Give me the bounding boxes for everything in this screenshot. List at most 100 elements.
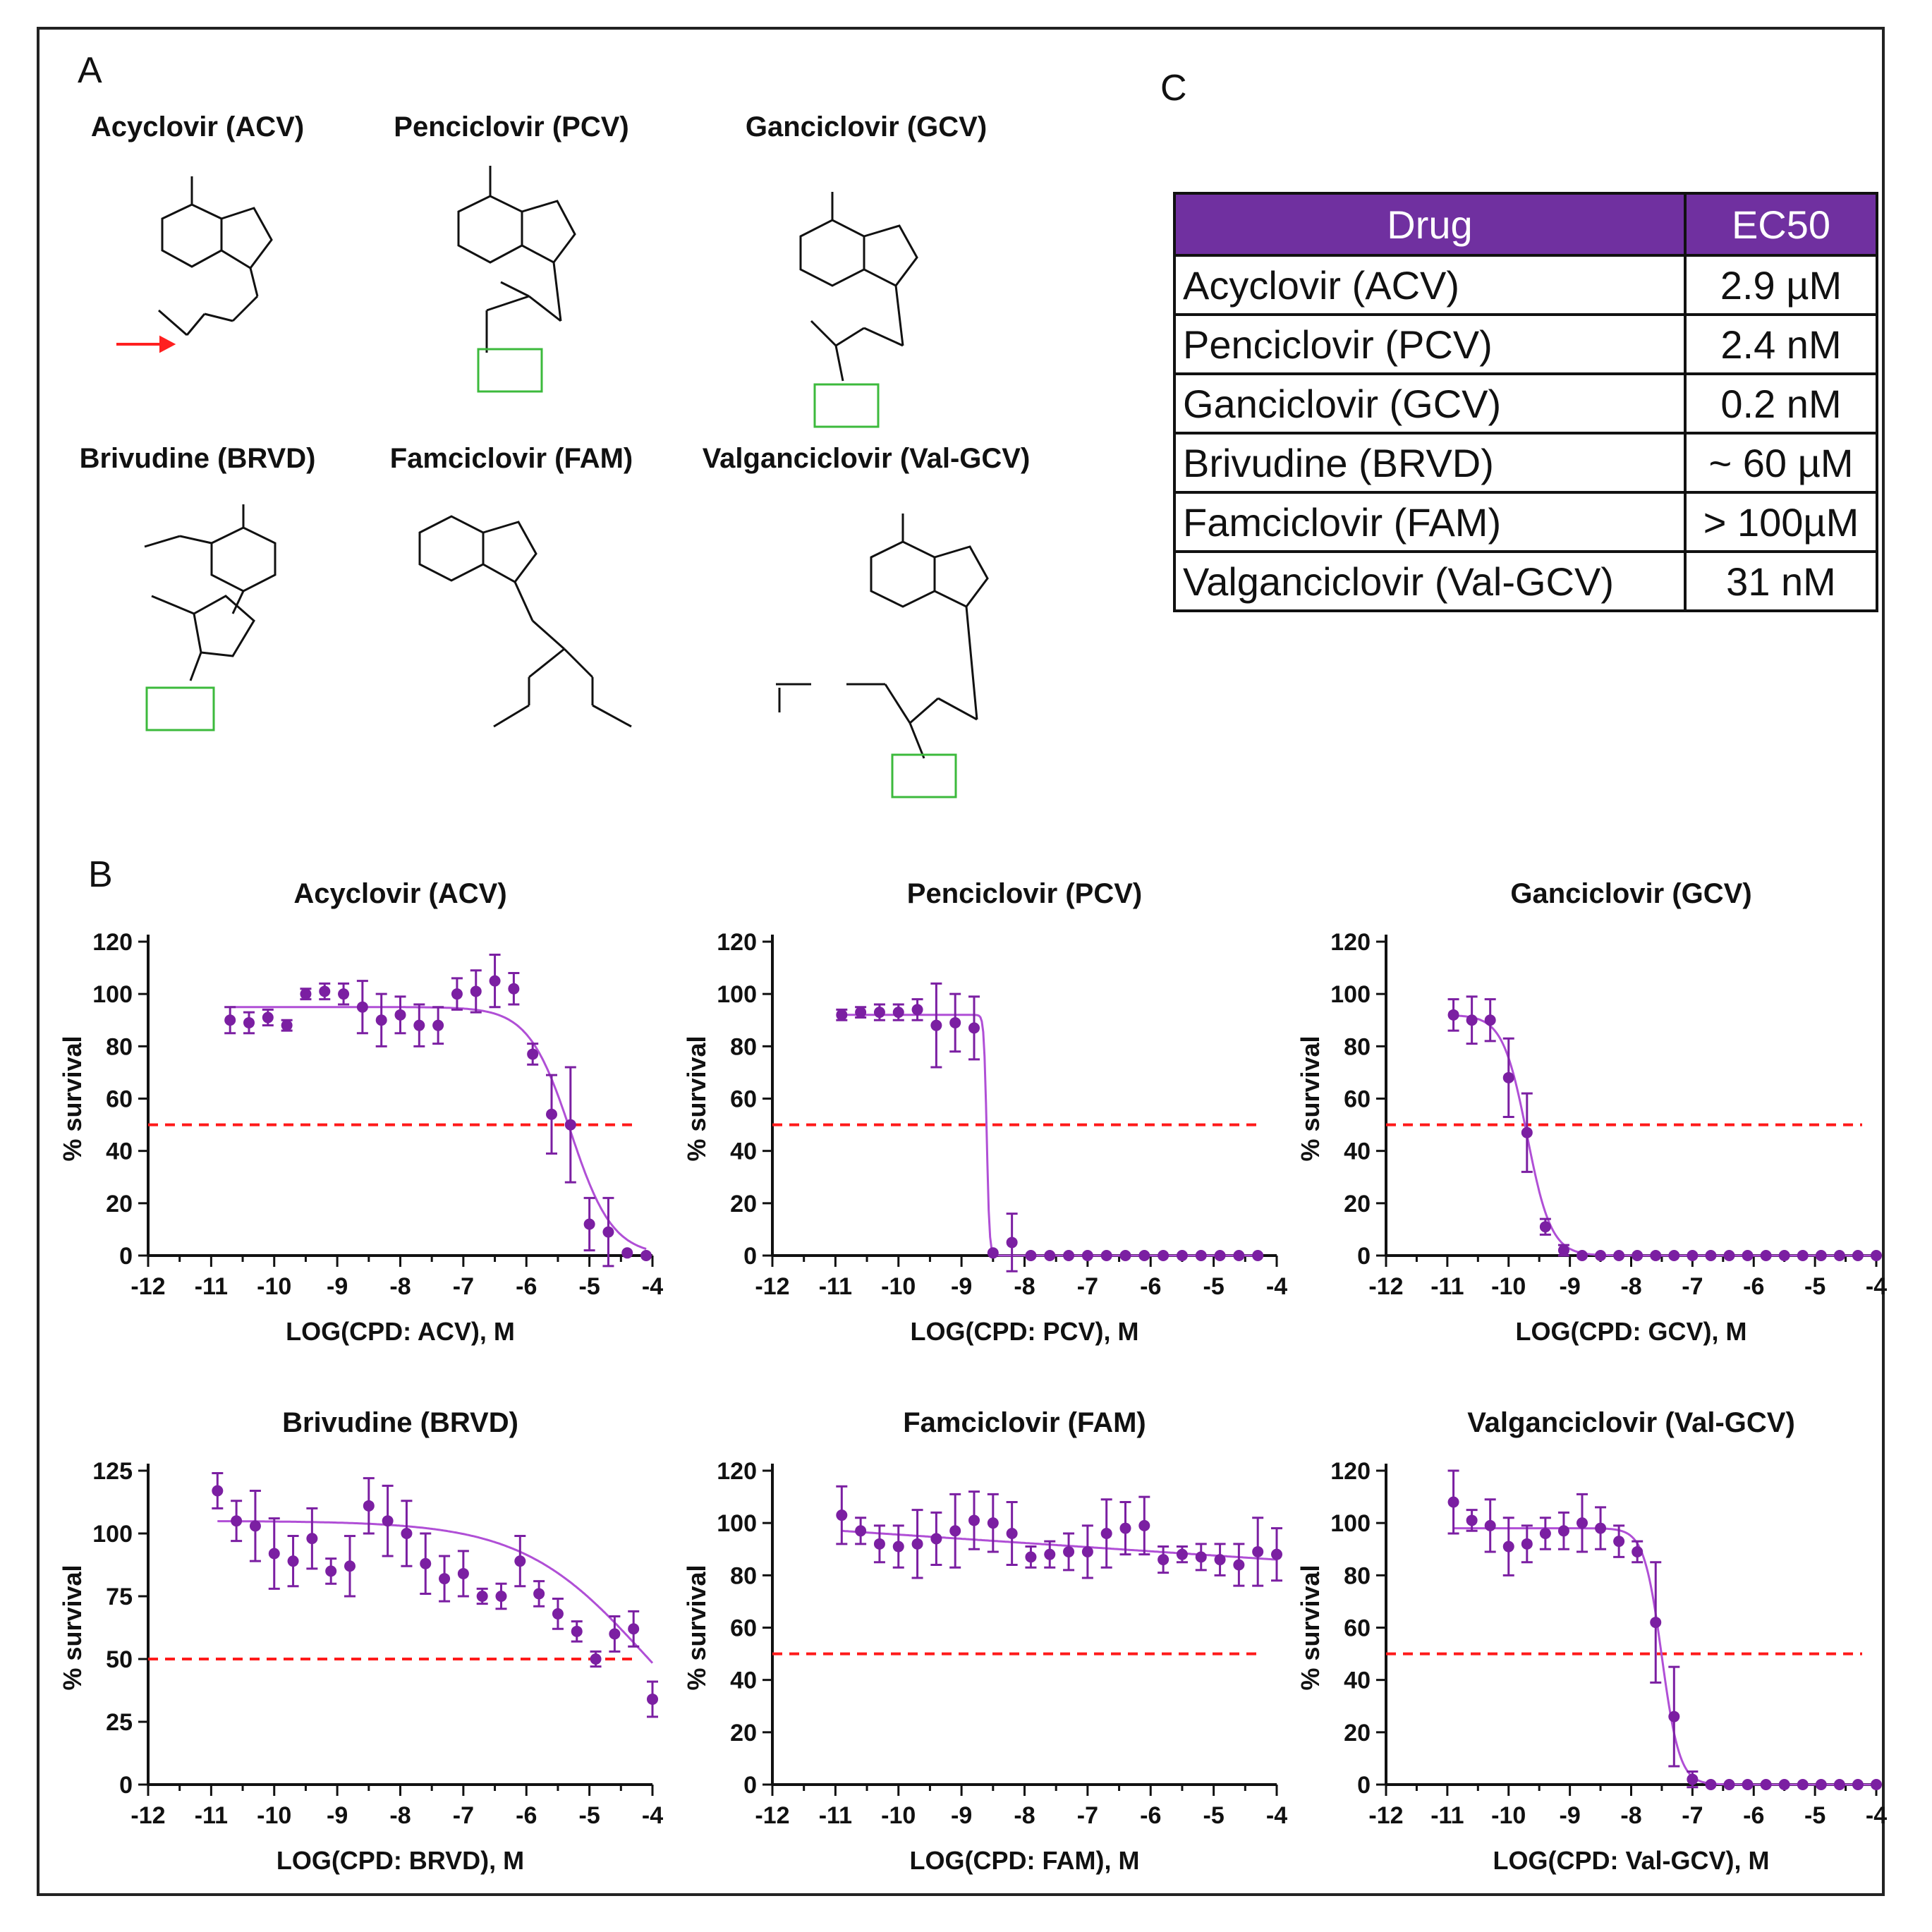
y-tick-label: 120 [92, 929, 133, 956]
data-point [212, 1485, 224, 1497]
table-cell-drug: Famciclovir (FAM) [1173, 491, 1687, 553]
data-point [1176, 1548, 1188, 1560]
table-header-drug: Drug [1173, 192, 1687, 257]
y-tick-label: 20 [1344, 1720, 1371, 1746]
chart-title: Brivudine (BRVD) [282, 1407, 518, 1438]
x-tick-label: -4 [1266, 1273, 1287, 1300]
panel-letter-b: B [88, 854, 113, 895]
x-tick-label: -12 [130, 1273, 165, 1300]
x-tick-label: -11 [1430, 1273, 1464, 1300]
data-point [892, 1007, 904, 1019]
y-axis-label: % survival [1296, 1035, 1325, 1161]
data-point [1158, 1250, 1169, 1261]
y-tick-label: 80 [1344, 1562, 1371, 1589]
y-tick-label: 20 [1344, 1191, 1371, 1217]
data-point [413, 1019, 425, 1031]
table-cell-drug: Acyclovir (ACV) [1173, 254, 1687, 316]
data-point [338, 988, 350, 1000]
pcv-structure [457, 166, 576, 353]
brvd-structure [144, 504, 277, 681]
data-point [1852, 1250, 1864, 1261]
x-tick-label: -9 [327, 1802, 348, 1829]
y-tick-label: 75 [106, 1584, 133, 1610]
data-point [1195, 1250, 1207, 1261]
data-point [1502, 1071, 1514, 1083]
fit-curve [1453, 1527, 1876, 1786]
data-point [855, 1007, 867, 1019]
x-tick-label: -10 [881, 1273, 916, 1300]
data-point [949, 1016, 961, 1028]
x-tick-label: -7 [453, 1273, 474, 1300]
x-axis-label: LOG(CPD: ACV), M [286, 1317, 515, 1346]
x-tick-label: -10 [257, 1273, 291, 1300]
y-tick-label: 100 [717, 981, 757, 1008]
data-point [1742, 1779, 1754, 1790]
fam-structure [418, 515, 632, 728]
data-point [1447, 1496, 1459, 1508]
data-point [1447, 1009, 1459, 1021]
gcv-structure [799, 192, 918, 382]
x-tick-label: -9 [1560, 1802, 1581, 1829]
x-tick-label: -8 [1014, 1802, 1035, 1829]
data-point [1081, 1545, 1093, 1557]
chemical-structures [116, 166, 989, 798]
table-row: Brivudine (BRVD) ~ 60 µM [1173, 432, 1878, 494]
x-tick-label: -8 [389, 1802, 411, 1829]
valgcv-structure [776, 514, 989, 759]
panel-letter-a: A [78, 50, 102, 91]
table-header-ec50: EC50 [1684, 192, 1878, 257]
x-tick-label: -5 [1203, 1273, 1225, 1300]
data-point [249, 1520, 261, 1532]
data-point [1233, 1559, 1245, 1571]
y-axis-label: % survival [58, 1035, 87, 1161]
data-point [1687, 1773, 1699, 1785]
data-point [571, 1625, 583, 1637]
x-tick-label: -10 [881, 1802, 916, 1829]
data-point [1871, 1250, 1882, 1261]
chart-pcv: Penciclovir (PCV) 0 20 40 60 80 100 120 -12 -11 -1… [682, 878, 1287, 1346]
data-point [1100, 1528, 1112, 1539]
data-point [1778, 1779, 1790, 1790]
y-tick-label: 60 [106, 1086, 133, 1113]
y-axis-label: % survival [682, 1565, 711, 1690]
data-point [552, 1608, 564, 1620]
y-tick-label: 100 [717, 1510, 757, 1537]
data-point [609, 1628, 621, 1640]
x-tick-label: -8 [389, 1273, 411, 1300]
y-tick-label: 80 [730, 1033, 757, 1060]
data-point [1006, 1528, 1018, 1539]
x-tick-label: -11 [1430, 1802, 1464, 1829]
data-point [514, 1555, 526, 1567]
chart-title: Penciclovir (PCV) [907, 878, 1142, 909]
y-axis-label: % survival [1296, 1565, 1325, 1690]
data-point [1613, 1536, 1625, 1548]
y-tick-label: 125 [92, 1458, 133, 1485]
y-tick-label: 50 [106, 1646, 133, 1673]
data-point [1687, 1250, 1699, 1261]
data-point [892, 1541, 904, 1553]
x-tick-label: -12 [755, 1273, 789, 1300]
data-point [1119, 1522, 1131, 1534]
x-tick-label: -8 [1620, 1273, 1641, 1300]
y-tick-label: 0 [119, 1772, 133, 1799]
x-tick-label: -5 [579, 1802, 600, 1829]
y-tick-label: 60 [1344, 1615, 1371, 1642]
x-tick-label: -7 [1682, 1802, 1703, 1829]
data-point [873, 1007, 885, 1019]
fit-curve [842, 1529, 1277, 1561]
data-point [968, 1022, 980, 1034]
data-point [432, 1019, 444, 1031]
data-point [987, 1247, 999, 1259]
data-point [1595, 1250, 1607, 1261]
y-tick-label: 0 [1357, 1243, 1371, 1270]
x-tick-label: -4 [642, 1273, 663, 1300]
fit-curve [217, 1520, 654, 1664]
molecule-title-brvd: Brivudine (BRVD) [79, 443, 316, 474]
molecule-title-gcv: Ganciclovir (GCV) [745, 111, 988, 142]
data-point [1576, 1250, 1588, 1261]
data-point [1576, 1517, 1588, 1529]
y-tick-label: 0 [743, 1772, 757, 1799]
molecule-title-acv: Acyclovir (ACV) [90, 111, 305, 142]
x-tick-label: -12 [130, 1802, 165, 1829]
data-point [987, 1517, 999, 1529]
